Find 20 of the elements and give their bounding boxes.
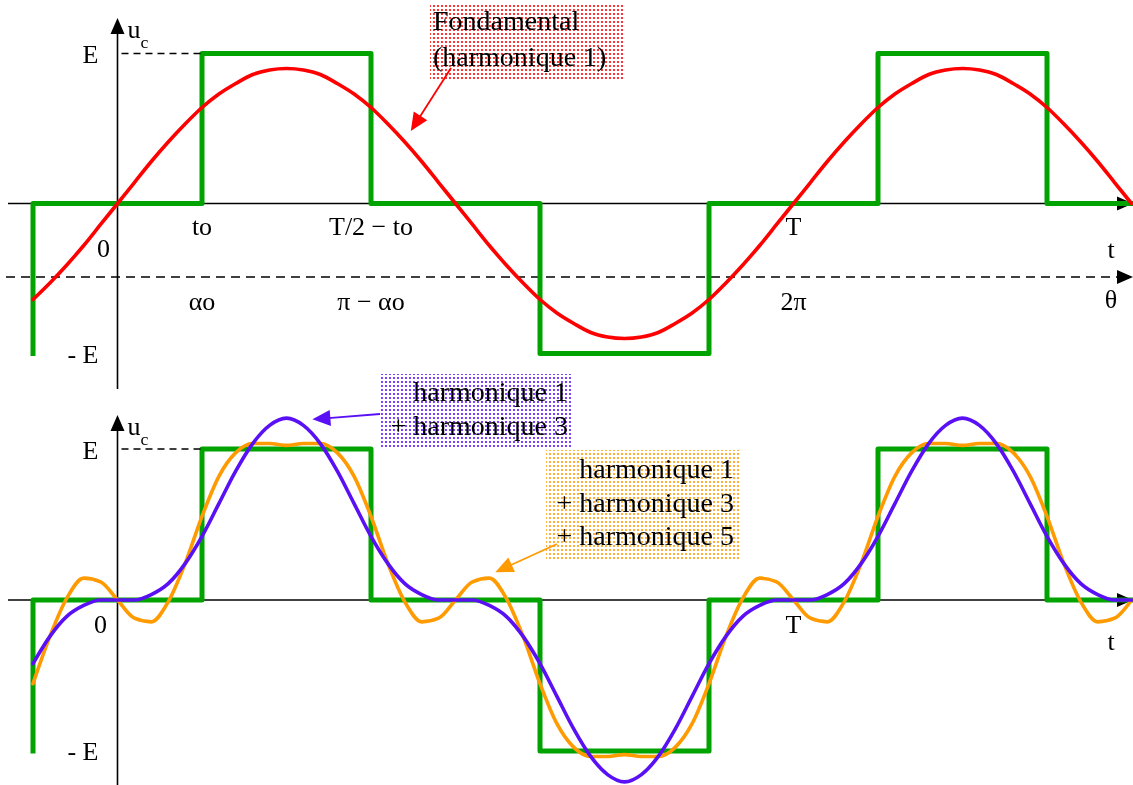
annotation: Fondamental (harmonique 1) <box>433 5 607 72</box>
annotation: 0 <box>97 233 110 263</box>
annotation: 2π <box>780 286 807 316</box>
x-tick-label: T <box>785 610 802 639</box>
annotation: harmonique 1 + harmonique 3 <box>390 376 568 441</box>
annotation: π − αo <box>337 286 405 316</box>
x-tick-label: T <box>785 211 802 241</box>
y-axis-title: u$_{c}$ <box>127 15 149 52</box>
x-tick-label: T/2 − to <box>329 211 413 241</box>
annotation: E <box>82 40 99 70</box>
annotation: αo <box>188 286 216 316</box>
legend-label: θ <box>1104 284 1118 314</box>
annotation: E <box>82 435 99 465</box>
x-axis-title: t <box>1107 234 1116 264</box>
x-axis-title: t <box>1107 627 1116 656</box>
annotation: - E <box>67 737 99 767</box>
annotation: harmonique 1 + harmonique 3 + harmonique 5 <box>556 453 734 551</box>
y-axis-title: u$_{c}$ <box>127 412 149 449</box>
x-tick-label: to <box>191 211 213 241</box>
annotation: - E <box>67 339 99 369</box>
